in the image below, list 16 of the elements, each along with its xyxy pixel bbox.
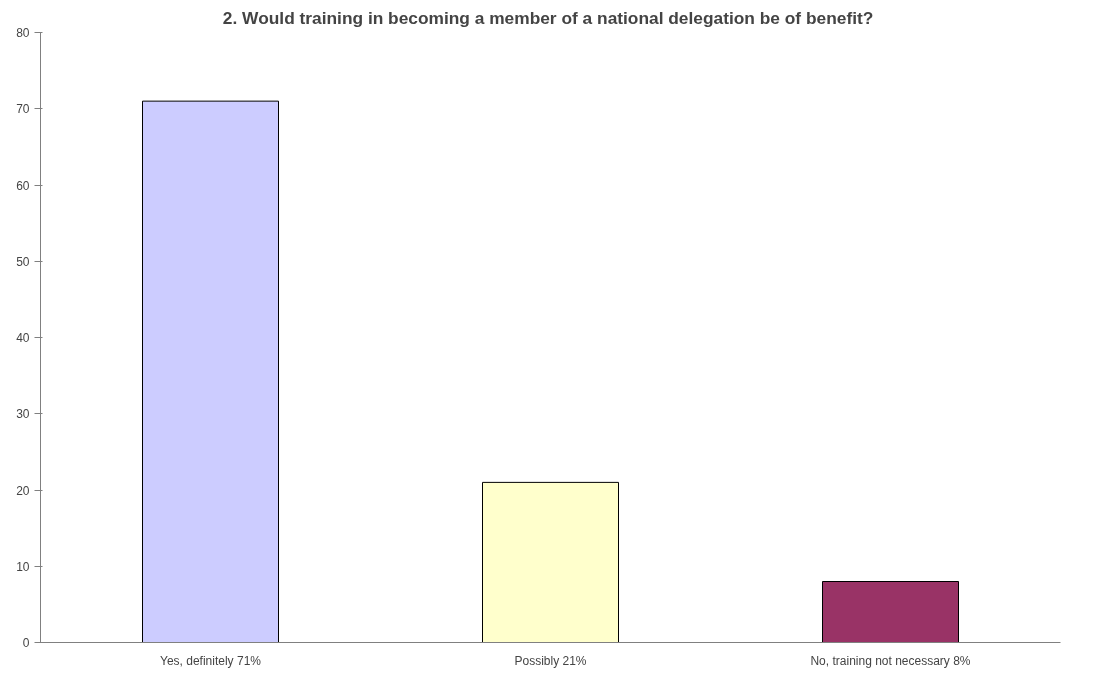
x-tick-label: Yes, definitely 71% [160,653,262,668]
y-tick-label: 30 [16,407,30,422]
bar [822,581,959,643]
y-tick-label: 60 [16,178,30,193]
y-tick-label: 40 [16,331,30,345]
bar [142,100,279,643]
chart-title: 2. Would training in becoming a member of a national delegation be of benefit? [222,7,874,28]
bar [482,481,619,643]
y-tick-label: 0 [22,636,30,650]
y-tick-label: 80 [16,26,30,40]
y-tick-label: 70 [16,102,30,117]
x-tick-label: No, training not necessary 8% [810,653,971,668]
y-tick-label: 50 [16,254,30,269]
x-tick-label: Possibly 21% [514,653,587,668]
y-tick-label: 10 [16,559,30,574]
y-tick-label: 20 [16,483,30,498]
